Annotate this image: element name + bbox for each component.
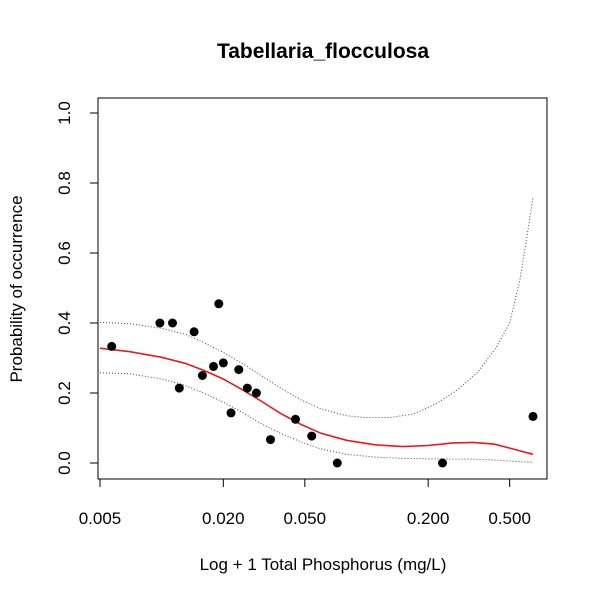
data-point [266, 435, 275, 445]
x-tick-label: 0.005 [79, 509, 122, 528]
x-tick-label: 0.200 [407, 509, 450, 528]
data-points [107, 299, 538, 468]
y-axis: 0.0 0.2 0.4 0.6 0.8 1.0 [55, 101, 99, 475]
y-tick-label: 0.6 [55, 241, 74, 265]
fit-curve [99, 347, 534, 456]
data-point [251, 388, 261, 398]
data-point [174, 383, 184, 393]
x-tick-label: 0.050 [284, 509, 327, 528]
x-tick-label: 0.500 [488, 509, 531, 528]
data-point [438, 458, 447, 468]
fit-line [99, 347, 534, 456]
data-point [155, 318, 165, 328]
upper-confidence-band [99, 196, 534, 418]
data-point [291, 414, 300, 424]
data-point [209, 361, 218, 371]
data-point [528, 411, 538, 421]
data-point [242, 383, 252, 393]
data-point [214, 299, 224, 309]
y-tick-label: 1.0 [55, 101, 74, 125]
lower-confidence-band [99, 372, 534, 463]
y-tick-label: 0.4 [55, 311, 74, 335]
chart-title: Tabellaria_flocculosa [217, 40, 429, 63]
x-tick-label: 0.020 [202, 509, 245, 528]
data-point [197, 371, 207, 380]
plot-frame [97, 97, 548, 480]
data-point [234, 365, 244, 375]
x-axis-label: Log + 1 Total Phosphorus (mg/L) [200, 555, 447, 574]
y-tick-label: 0.2 [55, 381, 74, 405]
data-point [332, 458, 342, 468]
data-point [218, 358, 228, 368]
data-point [168, 318, 177, 328]
x-axis: 0.005 0.020 0.050 0.200 0.500 [79, 478, 531, 528]
y-tick-label: 0.8 [55, 171, 74, 195]
data-point [189, 327, 199, 337]
y-axis-label: Probability of occurrence [7, 195, 26, 382]
confidence-bands [99, 196, 534, 463]
data-point [107, 341, 117, 351]
data-point [226, 408, 236, 418]
y-tick-label: 0.0 [55, 451, 74, 475]
data-point [307, 431, 317, 441]
